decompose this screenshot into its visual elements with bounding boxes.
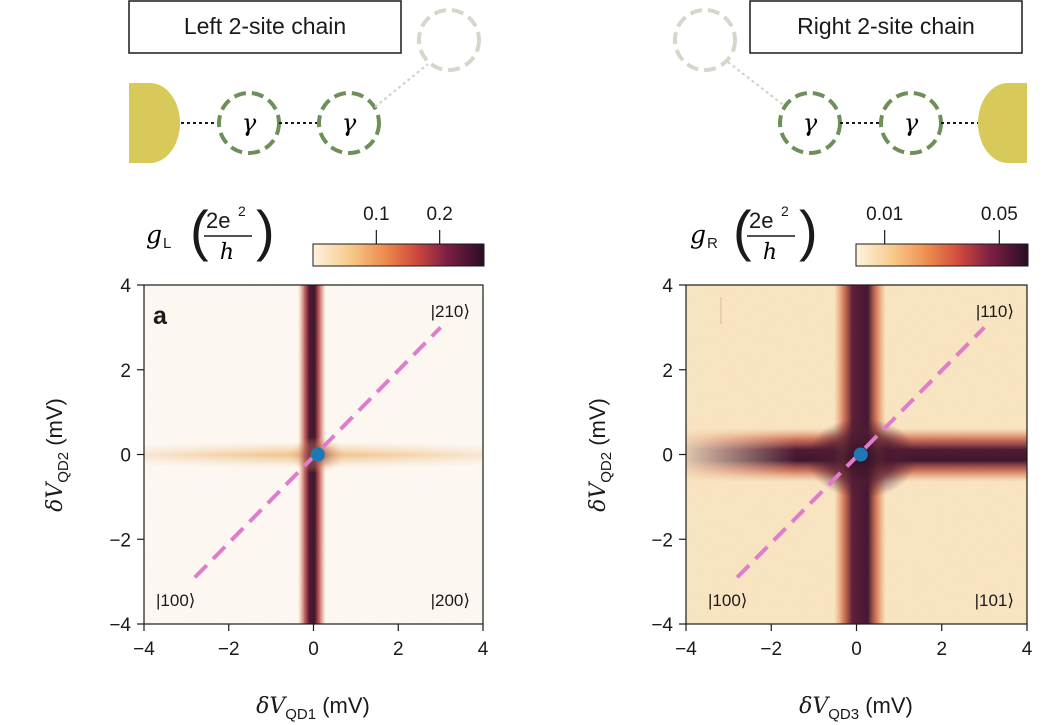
left-ytick-label: −4 (109, 615, 131, 636)
right-g-symbol: g (690, 220, 706, 249)
right-ytick-label: 4 (662, 276, 673, 297)
right-xtick-label: −2 (760, 639, 782, 660)
left-xtick-label: 2 (393, 639, 404, 660)
right-crossing-marker (853, 447, 868, 462)
right-ytick-label: −2 (651, 530, 673, 551)
right-units-numerator: 2e (749, 208, 773, 233)
right-dot-1-label: γ (803, 109, 818, 137)
right-colorbar-tick-label: 0.01 (866, 204, 903, 225)
right-xtick-label: 2 (936, 639, 947, 660)
left-xtick-label: 4 (478, 639, 489, 660)
left-close-paren: ) (256, 199, 275, 262)
right-colorbar-tick-label: 0.05 (981, 204, 1018, 225)
right-state-top-right: |110⟩ (976, 302, 1014, 321)
left-xtick-label: 0 (308, 639, 319, 660)
left-chain-schematic: Left 2-site chain γ γ (128, 0, 481, 163)
left-ytick-label: −2 (109, 530, 131, 551)
right-colorbar-group: g R ( 2e 2 h ) 0.01 0.05 (690, 199, 1029, 267)
right-colorbar (855, 243, 1029, 267)
left-units-denominator: h (220, 240, 234, 265)
left-dot-1-label: γ (242, 109, 257, 137)
left-ghost-dot (417, 8, 481, 72)
right-chain-title-box (749, 0, 1023, 54)
right-chain-schematic: Right 2-site chain γ γ (673, 0, 1027, 163)
right-colorbar-ticks: 0.01 0.05 (866, 204, 1018, 244)
left-lead (129, 83, 180, 163)
left-ytick-label: 2 (120, 361, 131, 382)
left-g-symbol: g (146, 220, 162, 249)
right-heatmap: −4 −2 0 2 4 −4 −2 0 2 4 |110⟩ |100⟩ |101⟩ δVQD2 (… (585, 276, 1033, 723)
left-state-top-right: |210⟩ (431, 302, 470, 321)
left-dot-2-label: γ (342, 109, 357, 137)
right-g-subscript: R (707, 235, 718, 252)
right-ytick-label: 2 (662, 361, 673, 382)
left-units-exponent: 2 (238, 203, 246, 219)
right-chain-title: Right 2-site chain (797, 13, 975, 39)
right-units-exponent: 2 (781, 203, 789, 219)
left-diagonal-line (193, 325, 443, 579)
left-ghost-coupling (374, 63, 429, 108)
left-units-numerator: 2e (206, 208, 230, 233)
left-ytick-label: 0 (120, 446, 131, 467)
left-ylabel: δVQD2 (mV) (42, 398, 72, 512)
left-overlay (193, 325, 443, 579)
right-ghost-coupling (727, 61, 787, 108)
right-units-denominator: h (763, 240, 777, 265)
right-ytick-label: 0 (662, 446, 673, 467)
right-state-bottom-left: |100⟩ (708, 591, 747, 610)
left-axes: −4 −2 0 2 4 −4 −2 0 2 4 (109, 276, 488, 660)
left-xlabel: δVQD1 (mV) (256, 693, 370, 723)
right-lead (978, 83, 1027, 163)
left-quantum-dot-2 (317, 91, 381, 155)
right-ylabel: δVQD2 (mV) (585, 398, 615, 512)
right-open-paren: ( (733, 199, 752, 262)
right-diagonal-line (735, 325, 986, 579)
right-axes: −4 −2 0 2 4 −4 −2 0 2 4 (651, 276, 1032, 660)
right-ghost-dot (673, 8, 737, 72)
left-chain-title: Left 2-site chain (184, 13, 346, 39)
right-xtick-label: −4 (675, 639, 697, 660)
right-ytick-label: −4 (651, 615, 673, 636)
left-g-subscript: L (163, 235, 171, 252)
left-state-bottom-left: |100⟩ (156, 591, 195, 610)
left-colorbar-group: g L ( 2e 2 h ) 0.1 0.2 (146, 199, 485, 267)
right-state-bottom-right: |101⟩ (975, 591, 1014, 610)
left-colorbar-tick-label: 0.1 (363, 204, 389, 225)
left-colorbar-ticks: 0.1 0.2 (363, 204, 453, 244)
panel-label: a (153, 302, 168, 330)
left-chain-title-box (128, 0, 402, 54)
right-close-paren: ) (799, 199, 818, 262)
left-xtick-label: −4 (133, 639, 155, 660)
right-xlabel: δVQD3 (mV) (799, 693, 913, 723)
left-colorbar-tick-label: 0.2 (426, 204, 452, 225)
right-xtick-label: 0 (851, 639, 862, 660)
right-xtick-label: 4 (1022, 639, 1033, 660)
right-dot-2-label: γ (904, 109, 919, 137)
left-crossing-marker (310, 447, 325, 462)
left-heatmap: −4 −2 0 2 4 −4 −2 0 2 4 a |210⟩ |100⟩ |200⟩ δVQD2… (42, 276, 489, 723)
right-overlay (735, 325, 986, 579)
left-state-bottom-right: |200⟩ (431, 591, 470, 610)
left-open-paren: ( (190, 199, 209, 262)
left-colorbar (312, 243, 485, 267)
left-xtick-label: −2 (218, 639, 240, 660)
left-ytick-label: 4 (120, 276, 131, 297)
